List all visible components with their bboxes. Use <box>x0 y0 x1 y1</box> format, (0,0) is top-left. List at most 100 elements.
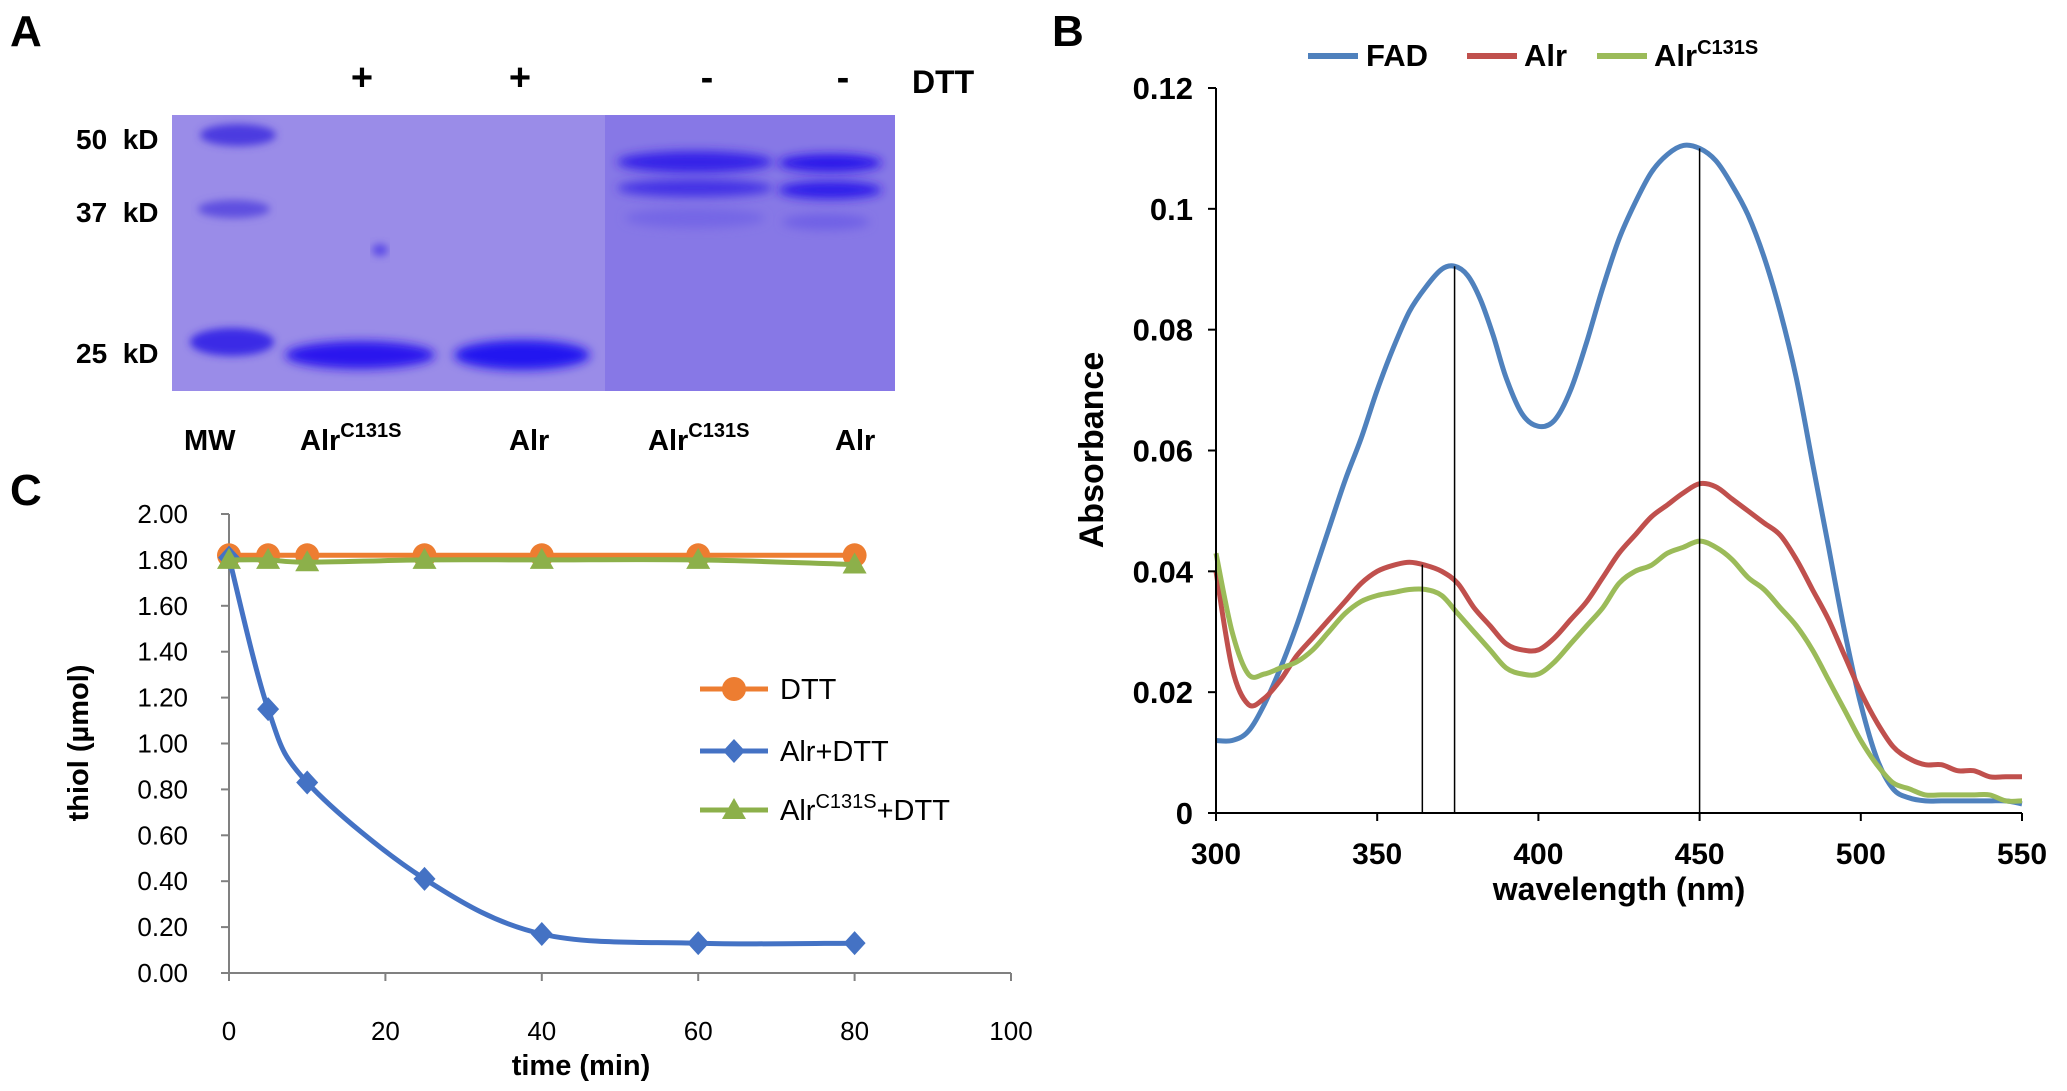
thiol-y-tick-label: 0.00 <box>137 958 188 988</box>
thiol-point-alr-dtt <box>257 697 280 722</box>
gel-speck <box>372 244 388 256</box>
thiol-point-alrc131s-dtt <box>686 547 711 569</box>
absorbance-y-tick-label: 0.04 <box>1133 554 1194 589</box>
gel-band-lane4-upper <box>617 151 773 173</box>
gel-dtt-sign-4: - <box>837 57 850 99</box>
gel-band-lane4-smear <box>625 208 765 228</box>
gel-panel: + + - - DTT 50 kD 37 kD 25 kD MW AlrC131… <box>76 57 975 457</box>
thiol-legend: DTT Alr+DTT AlrC131S+DTT <box>700 674 950 827</box>
gel-lane-label-1: MW <box>184 425 236 457</box>
gel-marker-50kd: 50 kD <box>76 124 159 155</box>
gel-dtt-label: DTT <box>912 64 975 100</box>
absorbance-x-ticks: 300 350 400 450 500 550 <box>1191 813 2047 871</box>
legend-label-alr: Alr <box>1524 38 1567 73</box>
thiol-point-alrc131s-dtt <box>217 547 241 569</box>
absorbance-y-tick-label: 0.12 <box>1133 71 1193 106</box>
absorbance-x-tick-label: 550 <box>1997 838 2047 871</box>
thiol-x-tick-label: 80 <box>840 1016 869 1046</box>
absorbance-y-tick-label: 0.02 <box>1133 675 1193 710</box>
gel-lane-label-2: AlrC131S <box>300 420 401 457</box>
legend-label-fad: FAD <box>1366 38 1428 73</box>
thiol-y-tick-label: 1.40 <box>137 637 188 667</box>
gel-band-mw-37 <box>198 200 270 218</box>
thiol-series-group <box>217 543 867 956</box>
gel-dtt-sign-3: - <box>701 57 714 99</box>
gel-marker-37kd: 37 kD <box>76 197 159 228</box>
absorbance-series-fad <box>1215 142 2023 807</box>
gel-band-lane4-lower <box>617 179 773 197</box>
absorbance-y-label: Absorbance <box>1073 352 1111 549</box>
thiol-point-alrc131s-dtt <box>295 550 320 572</box>
thiol-point-alr-dtt <box>530 921 553 946</box>
thiol-x-tick-label: 20 <box>371 1016 400 1046</box>
thiol-point-alrc131s-dtt <box>529 547 554 569</box>
thiol-y-tick-label: 0.60 <box>137 820 188 850</box>
thiol-point-alr-dtt <box>687 931 710 956</box>
thiol-point-alr-dtt <box>843 931 866 956</box>
thiol-chart: 0.00 0.20 0.40 0.60 0.80 1.00 1.20 1.40 1.60 1.80… <box>63 499 1033 1082</box>
gel-band-lane3-monomer <box>454 340 590 370</box>
thiol-y-label: thiol (µmol) <box>63 665 95 822</box>
thiol-legend-label-alrc131s-dtt: AlrC131S+DTT <box>780 791 950 827</box>
thiol-y-tick-label: 0.20 <box>137 912 188 942</box>
gel-band-lane5-lower <box>778 181 882 199</box>
absorbance-y-tick-label: 0 <box>1176 796 1193 831</box>
thiol-x-tick-label: 40 <box>527 1016 556 1046</box>
thiol-y-tick-label: 0.80 <box>137 774 188 804</box>
gel-band-mw-25 <box>190 328 274 356</box>
absorbance-series-group <box>1213 142 2023 807</box>
absorbance-x-tick-label: 500 <box>1836 838 1886 871</box>
absorbance-reference-lines <box>1421 148 1701 813</box>
absorbance-chart: 300 350 400 450 500 550 00.020.040.060.080.10… <box>1073 37 2047 907</box>
absorbance-y-tick-label: 0.08 <box>1133 313 1193 348</box>
absorbance-y-tick-label: 0.1 <box>1150 192 1193 227</box>
absorbance-series-alr <box>1213 480 2022 780</box>
absorbance-x-tick-label: 400 <box>1513 838 1563 871</box>
thiol-legend-label-alr-dtt: Alr+DTT <box>780 736 889 768</box>
thiol-y-tick-label: 1.60 <box>137 591 188 621</box>
legend-label-alr-c131s: AlrC131S <box>1654 37 1758 73</box>
absorbance-x-tick-label: 450 <box>1675 838 1725 871</box>
thiol-point-alrc131s-dtt <box>412 547 437 569</box>
thiol-x-tick-label: 60 <box>684 1016 713 1046</box>
absorbance-x-tick-label: 300 <box>1191 838 1241 871</box>
thiol-x-tick-label: 0 <box>222 1016 236 1046</box>
thiol-legend-marker-alrc131s-dtt <box>722 798 746 819</box>
absorbance-x-label: wavelength (nm) <box>1492 871 1745 907</box>
thiol-point-alr-dtt <box>296 770 319 795</box>
thiol-y-tick-label: 1.20 <box>137 683 188 713</box>
gel-dtt-sign-1: + <box>351 57 373 99</box>
thiol-legend-marker-alr-dtt <box>723 739 745 763</box>
thiol-point-alrc131s-dtt <box>842 552 867 574</box>
panel-c-letter: C <box>10 466 42 515</box>
panel-a-letter: A <box>10 7 42 56</box>
thiol-y-tick-label: 2.00 <box>137 499 188 529</box>
panel-b-letter: B <box>1052 7 1084 56</box>
gel-lane-label-4: AlrC131S <box>648 420 749 457</box>
gel-lane-label-3: Alr <box>509 425 549 457</box>
thiol-legend-label-dtt: DTT <box>780 674 837 706</box>
gel-dtt-sign-2: + <box>509 57 531 99</box>
gel-band-lane5-upper <box>778 154 882 172</box>
absorbance-y-tick-label: 0.06 <box>1133 434 1193 469</box>
gel-marker-25kd: 25 kD <box>76 338 159 369</box>
absorbance-series-alrc131s <box>1213 538 2023 804</box>
thiol-x-label: time (min) <box>512 1050 651 1082</box>
thiol-y-tick-label: 0.40 <box>137 866 188 896</box>
gel-band-mw-50 <box>200 124 276 146</box>
thiol-y-ticks: 0.00 0.20 0.40 0.60 0.80 1.00 1.20 1.40 1.60 1.80… <box>137 499 229 988</box>
absorbance-legend: FAD Alr AlrC131S <box>1308 37 1758 73</box>
gel-lane-label-5: Alr <box>835 425 875 457</box>
thiol-x-tick-label: 100 <box>989 1016 1032 1046</box>
gel-band-lane2-monomer <box>285 341 435 369</box>
thiol-point-alr-dtt <box>413 866 436 891</box>
gel-band-lane5-smear <box>782 214 870 230</box>
absorbance-x-tick-label: 350 <box>1352 838 1402 871</box>
absorbance-y-ticks: 0 0.02 0.04 0.06 0.08 0.1 0.12 <box>1133 71 1216 831</box>
thiol-y-tick-label: 1.00 <box>137 729 188 759</box>
thiol-x-ticks: 0 20 40 60 80 100 <box>222 973 1033 1046</box>
thiol-point-alrc131s-dtt <box>256 547 281 569</box>
thiol-y-tick-label: 1.80 <box>137 545 188 575</box>
thiol-legend-marker-dtt <box>722 677 746 701</box>
